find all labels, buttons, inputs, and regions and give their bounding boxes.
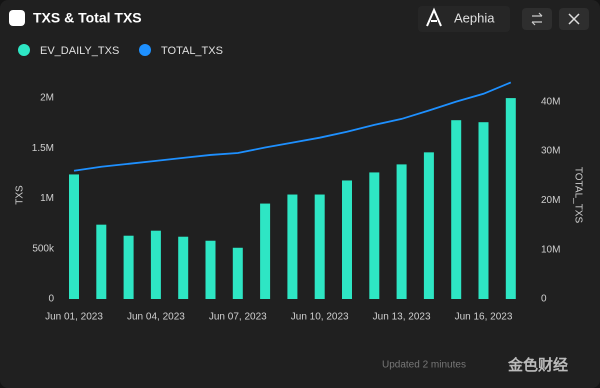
y-tick-label: 500k (32, 243, 55, 254)
app-icon (9, 10, 25, 26)
brand-logo (426, 7, 442, 27)
bar (260, 203, 271, 299)
y-tick-label: 1.5M (32, 143, 54, 154)
bar (369, 172, 380, 299)
legend-swatch (139, 44, 151, 56)
bar (123, 235, 134, 299)
bar (150, 230, 161, 299)
legend-label: TOTAL_TXS (161, 45, 223, 57)
bar (396, 164, 407, 299)
swap-button[interactable] (522, 8, 552, 30)
legend-label: EV_DAILY_TXS (40, 45, 119, 57)
bar (314, 194, 325, 299)
y2-tick-label: 20M (541, 195, 560, 206)
bar (423, 152, 434, 299)
bar (69, 174, 79, 299)
x-tick-label: Jun 10, 2023 (291, 312, 349, 323)
y-tick-label: 2M (40, 93, 54, 104)
x-tick-label: Jun 04, 2023 (127, 312, 185, 323)
x-tick-label: Jun 07, 2023 (209, 312, 267, 323)
y-tick-label: 1M (40, 193, 54, 204)
bar (451, 120, 462, 299)
bar (178, 236, 189, 299)
bar (232, 247, 243, 299)
line (73, 81, 512, 172)
bar (342, 180, 352, 299)
bar (205, 240, 216, 299)
y2-tick-label: 10M (541, 244, 560, 255)
chart-title: TXS & Total TXS (33, 10, 142, 26)
y2-axis-title: TOTAL_TXS (572, 167, 583, 224)
y-axis-title: TXS (15, 185, 26, 205)
close-icon (568, 13, 580, 25)
bar (478, 122, 489, 300)
updated-note: Updated 2 minutes (382, 360, 466, 371)
watermark: 金色财经 (507, 356, 568, 374)
y-tick-label: 0 (48, 294, 54, 305)
y2-tick-label: 0 (541, 294, 547, 305)
y2-tick-label: 40M (541, 96, 560, 107)
legend-swatch (18, 44, 30, 56)
swap-icon (531, 12, 543, 26)
bar (287, 194, 298, 299)
x-tick-label: Jun 13, 2023 (373, 312, 431, 323)
y2-tick-label: 30M (541, 146, 560, 157)
x-tick-label: Jun 01, 2023 (45, 312, 103, 323)
bar (505, 98, 516, 299)
brand-name: Aephia (454, 10, 495, 25)
bar (96, 224, 107, 299)
x-tick-label: Jun 16, 2023 (455, 312, 513, 323)
